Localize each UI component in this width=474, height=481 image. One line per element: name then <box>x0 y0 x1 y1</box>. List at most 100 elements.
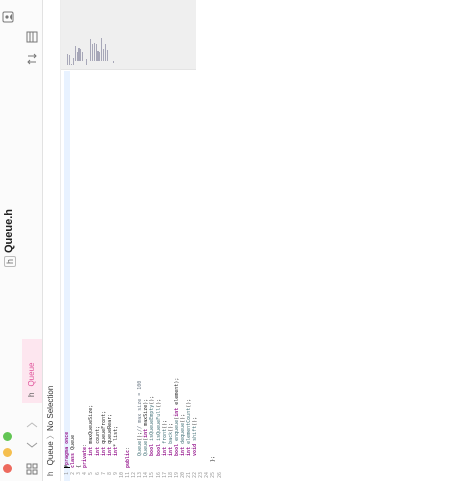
jump-selection[interactable]: No Selection <box>46 385 55 432</box>
window-title: Queue.h <box>3 208 15 253</box>
code-line: 6 int count; <box>95 71 101 481</box>
identifier: isQueueFull <box>155 407 162 441</box>
tab-label: Queue <box>27 362 36 387</box>
swap-icon[interactable] <box>26 53 38 65</box>
jump-separator: 〉 <box>46 431 55 440</box>
keyword: void <box>192 443 199 456</box>
minimap-line <box>106 49 109 62</box>
code-line: 8 int queueRear; <box>107 71 113 481</box>
line-number: 21 <box>186 472 192 479</box>
identifier: elementCount <box>186 407 192 444</box>
code-text: { <box>76 464 83 468</box>
keyword: public <box>125 449 131 468</box>
keyword: int <box>186 446 192 456</box>
code-line: 4 private: <box>82 71 88 481</box>
keyword: int <box>167 446 174 456</box>
code-text: int front(); <box>161 419 168 456</box>
code-line: 22 void shift(); <box>192 71 198 481</box>
cursor <box>64 467 70 468</box>
line-number: 20 <box>179 472 186 479</box>
jump-file-icon: h <box>46 471 55 476</box>
code-line: 25 }; <box>210 71 216 481</box>
line-number: 22 <box>192 472 199 479</box>
code-line: 23 <box>198 71 204 481</box>
back-button[interactable] <box>26 440 38 450</box>
line-number: 17 <box>161 472 168 479</box>
keyword: int <box>179 446 186 456</box>
code-line: 10 <box>119 71 125 481</box>
code-line: 18 int back(); <box>168 71 174 481</box>
keyword: private <box>82 446 89 468</box>
line-number: 7 <box>100 472 107 476</box>
identifier: front <box>161 428 168 444</box>
code-line: 9 int* list; <box>113 71 119 481</box>
code-line: 16 bool isQueueFull(); <box>156 71 162 481</box>
file-icon: h <box>4 256 16 267</box>
keyword: int <box>100 446 107 456</box>
code-line: 19 bool enqueue(int element); <box>174 71 180 481</box>
code-text: int maxQueueSize; <box>88 404 95 456</box>
line-number: 16 <box>155 472 162 479</box>
editor-options-icon[interactable] <box>26 31 38 43</box>
code-text: int queueRear; <box>106 413 113 456</box>
line-number: 11 <box>125 472 131 479</box>
zoom-button[interactable] <box>3 432 12 441</box>
toolbar: h Queue.h <box>0 0 42 481</box>
line-number: 26 <box>216 472 223 479</box>
code-text: #pragma once <box>64 432 70 468</box>
code-line: 5 int maxQueueSize; <box>88 71 94 481</box>
grid-icon[interactable] <box>26 463 38 475</box>
line-number: 3 <box>76 472 83 476</box>
code-text: bool isQueueEmpty(); <box>149 395 156 456</box>
jump-bar: h Queue 〉No Selection <box>42 0 61 481</box>
identifier: Queue <box>143 440 150 456</box>
code-text: int elementCount(); <box>186 398 192 456</box>
keyword: int <box>173 407 180 417</box>
code-line: 12 <box>131 71 137 481</box>
keyword: class <box>70 452 77 468</box>
code-text: int dequeue(); <box>179 413 186 456</box>
line-number: 6 <box>94 472 101 476</box>
minimap-line <box>82 52 84 62</box>
keyword: int <box>88 446 95 456</box>
tab-icon: h <box>27 392 36 397</box>
inspector-icon[interactable] <box>2 11 14 23</box>
identifier: back <box>167 431 174 444</box>
code-line: 11 public: <box>125 71 131 481</box>
line-number: 12 <box>131 472 138 479</box>
minimap-line <box>86 58 88 65</box>
identifier: dequeue <box>179 422 186 444</box>
code-text: int queueFront; <box>100 410 107 456</box>
tab[interactable]: h Queue <box>22 339 42 403</box>
jump-file[interactable]: Queue <box>46 441 55 466</box>
forward-button[interactable] <box>26 420 38 430</box>
line-number: 1 <box>64 472 70 476</box>
code-line: 13 Queue();// max size = 100 <box>137 71 143 481</box>
keyword: bool <box>173 443 180 456</box>
close-button[interactable] <box>3 464 12 473</box>
code-line: 24 <box>204 71 210 481</box>
line-number: 8 <box>106 472 113 476</box>
code-text: Queue(int maxSize); <box>143 398 150 456</box>
code-text: int back(); <box>167 422 174 456</box>
identifier: isQueueEmpty <box>149 404 156 441</box>
line-number: 25 <box>210 472 217 479</box>
line-number: 2 <box>70 472 77 476</box>
line-number: 19 <box>173 472 180 479</box>
code-text: int* list; <box>112 425 119 456</box>
code-line: 17 int front(); <box>162 71 168 481</box>
line-number: 24 <box>204 472 211 479</box>
minimap-line <box>112 61 114 64</box>
keyword: int <box>106 446 113 456</box>
line-number: 18 <box>167 472 174 479</box>
line-number: 13 <box>137 472 144 479</box>
identifier: Queue <box>137 440 144 456</box>
keyword: bool <box>155 443 162 456</box>
minimize-button[interactable] <box>3 448 12 457</box>
code-text: void shift(); <box>192 416 199 456</box>
line-number: 15 <box>149 472 156 479</box>
line-number: 14 <box>143 472 150 479</box>
